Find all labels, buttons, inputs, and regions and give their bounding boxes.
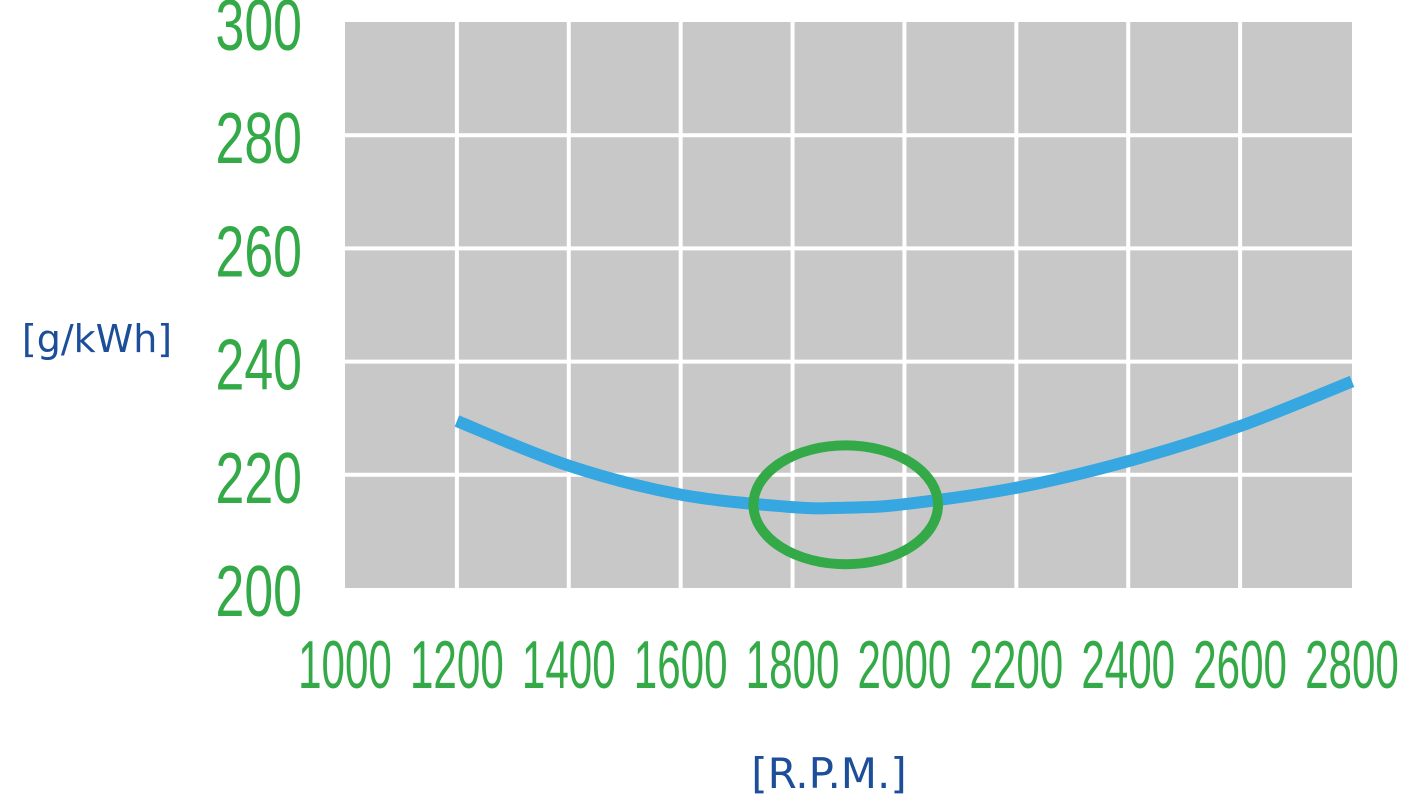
x-tick-label: 1800 — [746, 627, 840, 703]
x-tick-label: 1000 — [298, 627, 392, 703]
x-tick-label: 1600 — [634, 627, 728, 703]
y-tick-label: 300 — [216, 0, 302, 66]
x-tick-label: 2400 — [1081, 627, 1175, 703]
x-tick-label: 2800 — [1305, 627, 1399, 703]
x-tick-label: 2600 — [1193, 627, 1287, 703]
y-tick-label: 200 — [216, 552, 302, 632]
x-tick-label: 1200 — [410, 627, 504, 703]
grid-lines — [345, 22, 1352, 588]
plot-area — [345, 22, 1352, 588]
x-tick-label: 1400 — [522, 627, 616, 703]
y-tick-label: 240 — [216, 325, 302, 405]
highlight-ellipse — [748, 440, 944, 570]
series-line — [454, 375, 1355, 515]
y-axis-title: [g/kWh] — [22, 317, 172, 361]
y-tick-label: 280 — [216, 99, 302, 179]
x-tick-label: 2000 — [858, 627, 952, 703]
y-tick-label: 260 — [216, 212, 302, 292]
x-tick-labels: 1000 1200 1400 1600 1800 2000 2200 2400 2600 2800 — [298, 627, 1399, 703]
x-axis-title: [R.P.M.] — [751, 749, 907, 794]
y-tick-labels: 300 280 260 240 220 200 — [216, 0, 302, 632]
series-layer — [454, 375, 1355, 515]
x-tick-label: 2200 — [969, 627, 1063, 703]
y-tick-label: 220 — [216, 439, 302, 519]
highlight-layer — [748, 440, 944, 570]
